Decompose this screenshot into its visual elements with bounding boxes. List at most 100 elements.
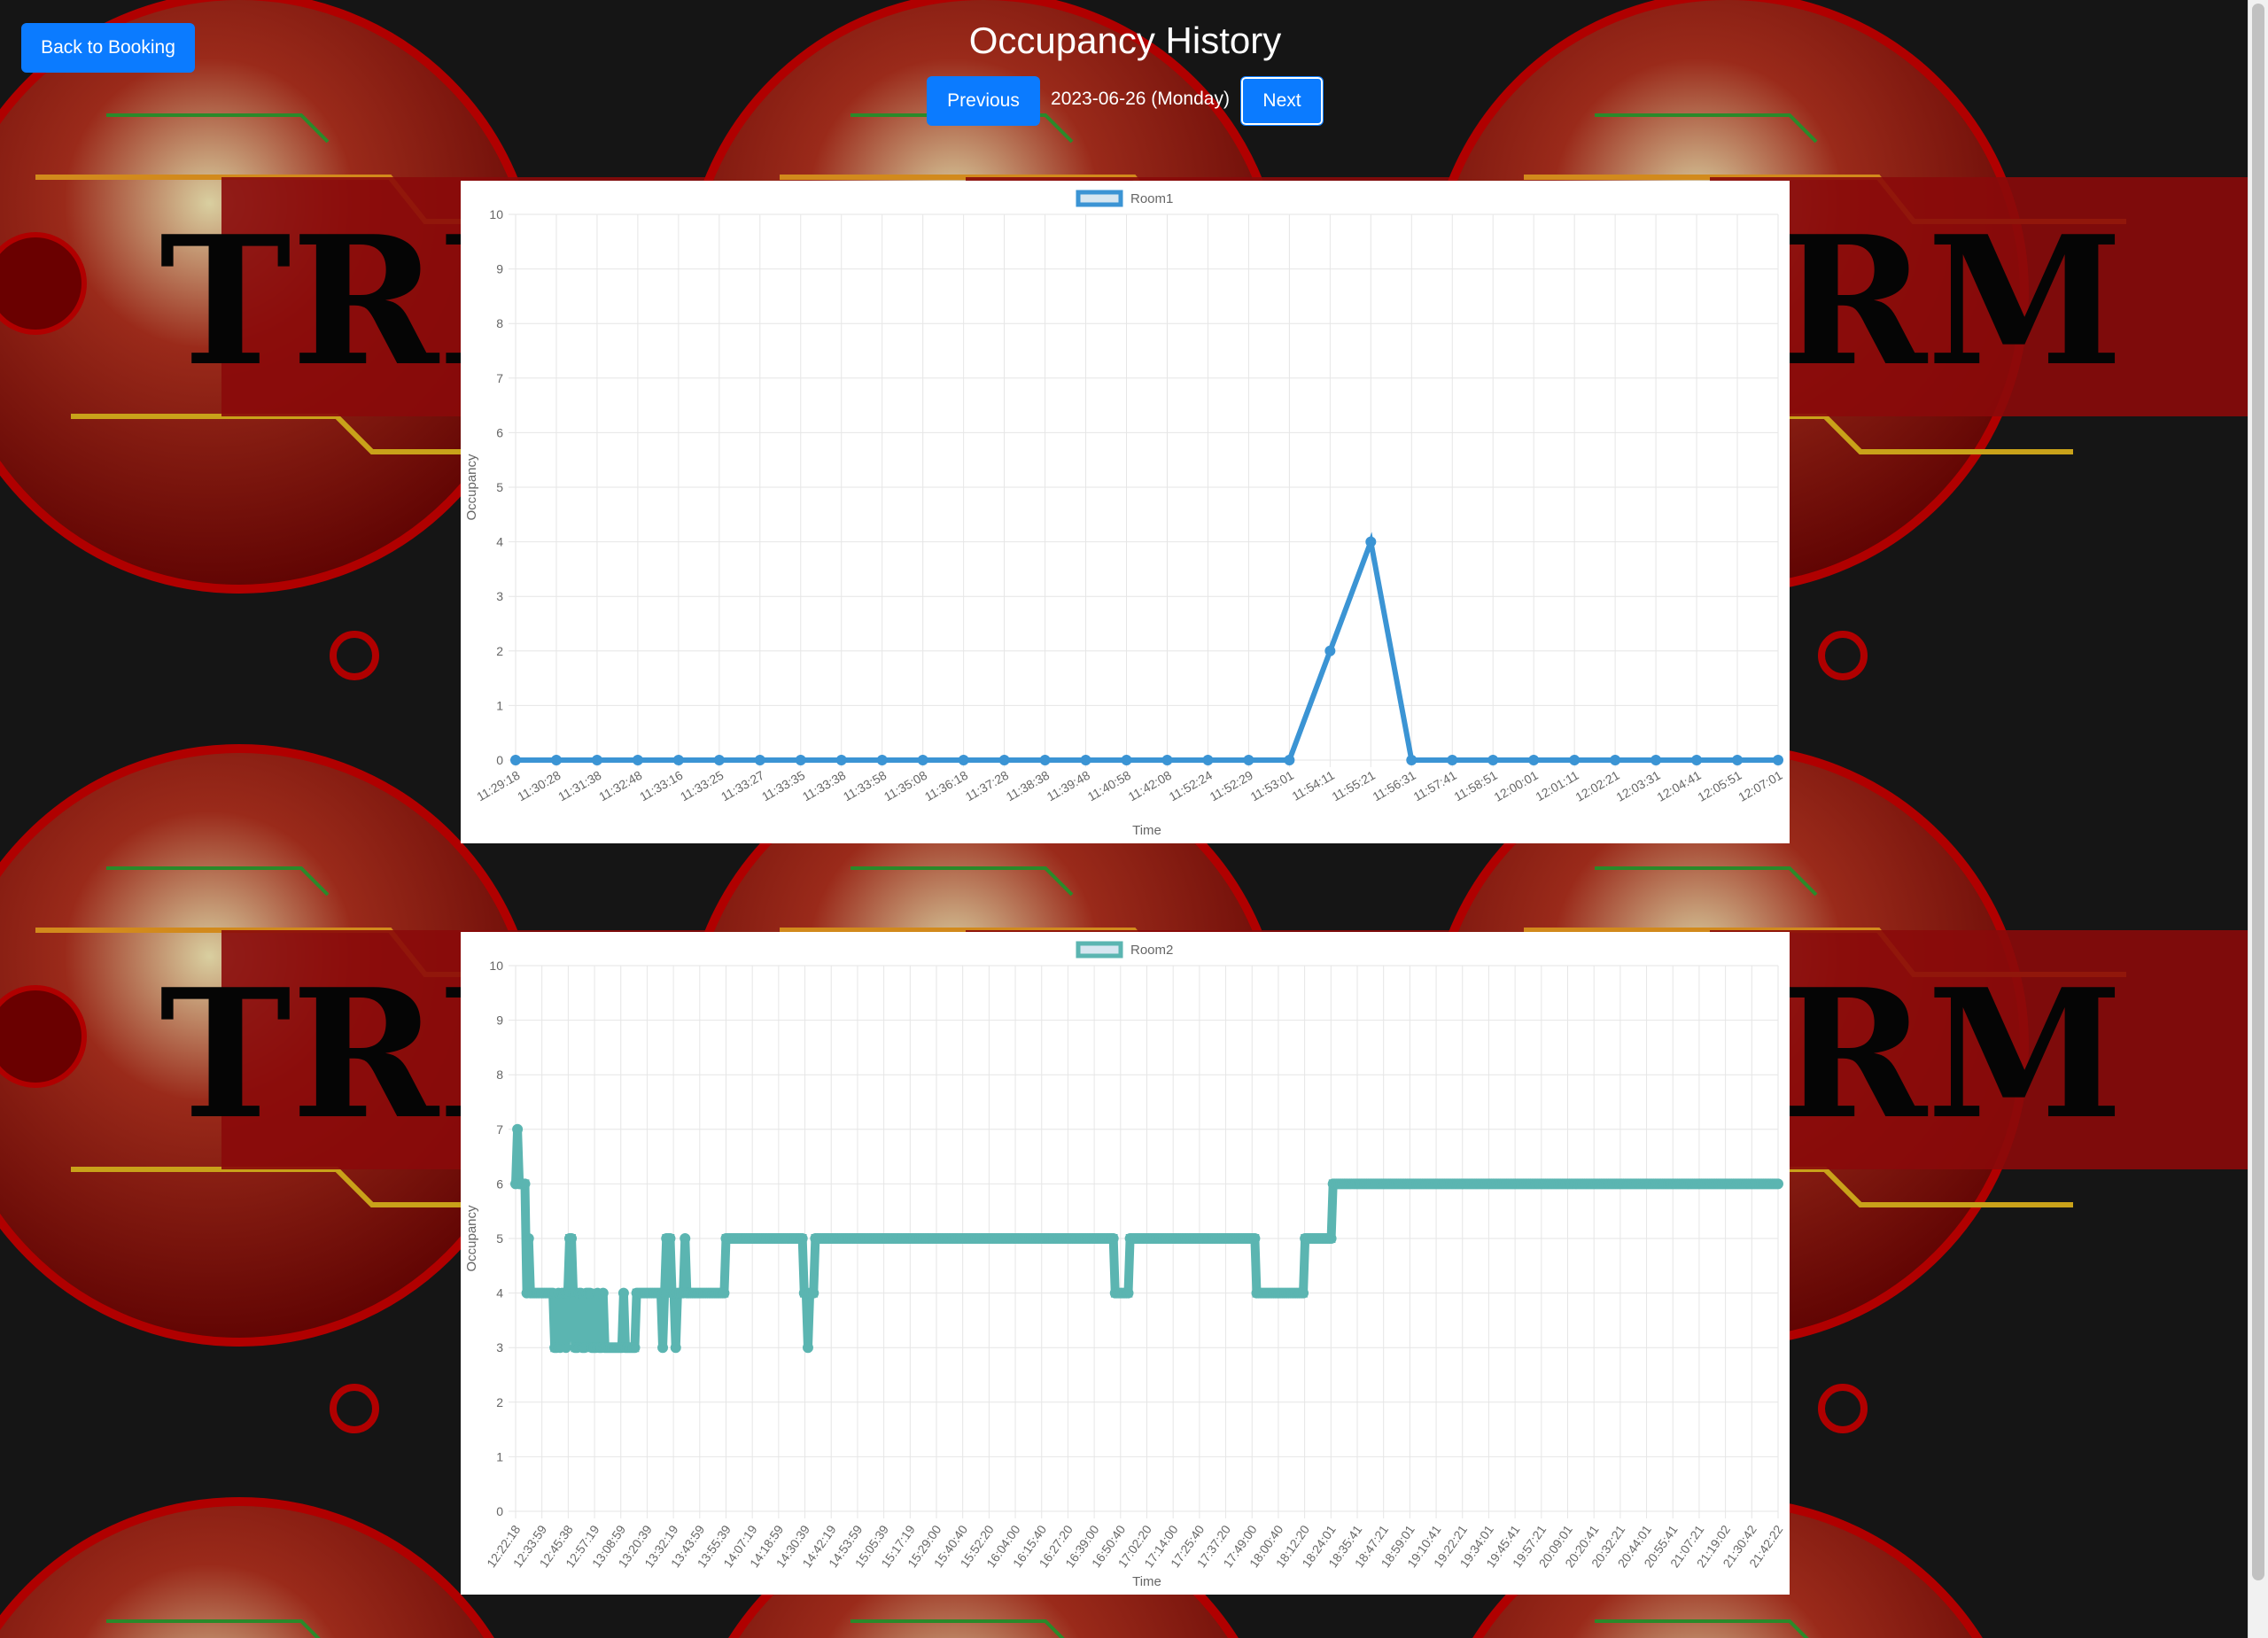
data-point: [1447, 755, 1458, 765]
x-tick-label: 11:40:58: [1085, 768, 1133, 804]
x-tick-label: 11:38:38: [1004, 768, 1052, 804]
x-tick-label: 11:39:48: [1045, 768, 1092, 804]
data-point: [754, 755, 765, 765]
x-tick-label: 12:01:11: [1533, 768, 1581, 804]
x-tick-label: 11:36:18: [922, 768, 970, 804]
x-tick-label: 11:55:21: [1330, 768, 1378, 804]
data-point: [802, 1342, 813, 1354]
x-tick-label: 11:31:38: [555, 768, 603, 804]
page-scrollbar[interactable]: [2248, 0, 2268, 1638]
legend-label: Room1: [1130, 191, 1173, 206]
data-point: [835, 755, 847, 765]
x-tick-label: 11:33:35: [759, 768, 807, 804]
x-tick-label: 11:54:11: [1289, 768, 1337, 803]
x-tick-label: 11:33:58: [841, 768, 889, 804]
data-point: [1773, 755, 1783, 765]
data-point: [629, 1342, 641, 1354]
x-tick-label: 11:29:18: [474, 768, 522, 804]
data-point: [560, 1342, 571, 1354]
data-point: [1487, 755, 1499, 765]
data-point: [1569, 755, 1581, 765]
x-tick-label: 11:42:08: [1126, 768, 1174, 804]
data-point: [1243, 755, 1254, 765]
y-tick-label: 7: [496, 1122, 503, 1137]
room2-occupancy-chart: Room2012345678910OccupancyTime12:22:1812…: [464, 941, 1786, 1589]
y-tick-label: 7: [496, 371, 503, 385]
x-tick-label: 12:04:41: [1654, 768, 1703, 804]
data-point: [1284, 755, 1295, 765]
y-tick-label: 10: [489, 959, 503, 973]
back-to-booking-button[interactable]: Back to Booking: [21, 23, 195, 73]
data-point: [632, 755, 643, 765]
data-point: [1365, 536, 1377, 547]
room2-chart-panel: Room2 0 1 2 3 4 5 6 7 8 9 10 Occupancy Time 12:22:18 12…: [461, 932, 1790, 1595]
data-point: [617, 1287, 629, 1299]
chart-legend: Room1: [1076, 190, 1173, 207]
data-point: [718, 1287, 730, 1299]
x-tick-label: 11:33:16: [637, 768, 685, 804]
x-tick-label: 12:05:51: [1695, 768, 1744, 804]
data-point: [1161, 755, 1173, 765]
data-point: [566, 1233, 578, 1244]
y-axis-title: Occupancy: [464, 1205, 479, 1272]
y-tick-label: 6: [496, 425, 503, 439]
x-tick-label: 11:30:28: [515, 768, 563, 804]
y-tick-label: 3: [496, 589, 503, 603]
y-axis-title: Occupancy: [464, 454, 479, 521]
data-point: [1039, 755, 1051, 765]
x-tick-label: 11:57:41: [1410, 768, 1458, 804]
y-tick-label: 3: [496, 1340, 503, 1355]
series-line: [516, 532, 1778, 763]
y-tick-label: 9: [496, 262, 503, 276]
x-tick-label: 12:02:21: [1573, 768, 1621, 804]
data-point: [1651, 755, 1662, 765]
data-point: [998, 755, 1010, 765]
x-axis-title: Time: [1132, 823, 1161, 838]
data-point: [512, 1123, 524, 1135]
room1-occupancy-chart: Room1012345678910OccupancyTime11:29:1811…: [464, 190, 1785, 838]
data-point: [795, 755, 806, 765]
data-point: [1121, 755, 1132, 765]
x-tick-label: 11:58:51: [1451, 768, 1499, 804]
x-tick-label: 11:53:01: [1248, 768, 1296, 804]
y-tick-label: 9: [496, 1013, 503, 1028]
x-tick-label: 12:03:31: [1613, 768, 1662, 804]
data-point: [958, 755, 969, 765]
data-point: [523, 1233, 534, 1244]
x-tick-label: 11:52:24: [1167, 768, 1215, 804]
y-tick-label: 2: [496, 644, 503, 658]
page-title: Occupancy History: [968, 19, 1282, 61]
legend-swatch: [1076, 190, 1123, 207]
y-tick-label: 10: [489, 207, 503, 221]
data-point: [1325, 1233, 1337, 1244]
data-point: [1610, 755, 1621, 765]
data-point: [510, 755, 521, 765]
data-point: [1107, 1233, 1119, 1244]
y-tick-label: 4: [496, 1286, 503, 1300]
x-tick-label: 12:00:01: [1491, 768, 1540, 804]
data-point: [1773, 1178, 1783, 1190]
y-tick-label: 5: [496, 1231, 503, 1246]
data-point: [1249, 1233, 1261, 1244]
scrollbar-thumb[interactable]: [2252, 4, 2264, 1580]
x-tick-label: 11:52:29: [1208, 768, 1255, 804]
data-point: [917, 755, 928, 765]
next-day-button[interactable]: Next: [1240, 76, 1324, 126]
data-point: [670, 1342, 681, 1354]
y-tick-label: 5: [496, 480, 503, 494]
data-point: [680, 1233, 691, 1244]
data-point: [796, 1233, 808, 1244]
y-tick-label: 8: [496, 316, 503, 330]
data-point: [713, 755, 725, 765]
y-tick-label: 0: [496, 753, 503, 767]
room1-chart-panel: Room1 0 1 2 3 4 5 6 7 8 9 10 Occupancy Time 11:29:18 11…: [461, 181, 1790, 843]
x-tick-label: 12:07:01: [1736, 768, 1784, 804]
data-point: [672, 755, 684, 765]
data-point: [808, 1287, 819, 1299]
previous-day-button[interactable]: Previous: [927, 76, 1040, 126]
x-axis-title: Time: [1132, 1574, 1161, 1589]
x-tick-label: 11:56:31: [1370, 768, 1418, 804]
current-date: 2023-06-26 (Monday): [1051, 89, 1230, 109]
legend-label: Room2: [1130, 943, 1173, 958]
data-point: [1732, 755, 1744, 765]
